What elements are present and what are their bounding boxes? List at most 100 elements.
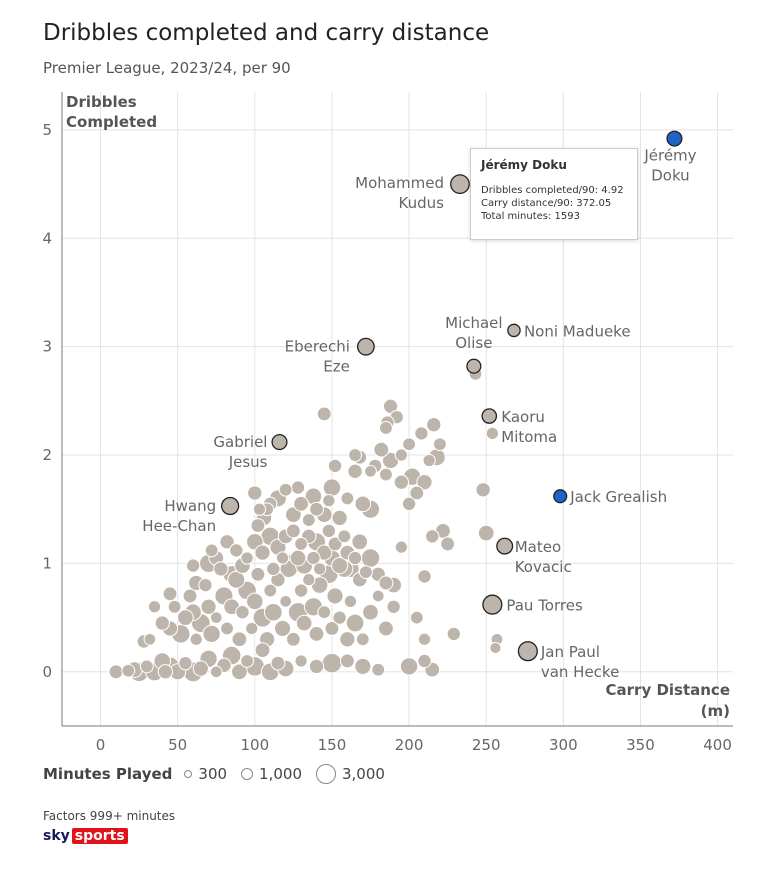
player-tooltip: Jérémy Doku Dribbles completed/90: 4.92 … [470,148,638,240]
player-label: Jesus [228,453,268,471]
legend-title: Minutes Played [43,765,173,783]
data-point [371,589,385,603]
player-label: Hwang [164,497,216,515]
data-point [409,485,425,501]
player-label: Mohammed [355,174,444,192]
data-point [399,657,419,676]
data-point [312,562,327,576]
data-point [240,654,255,668]
highlighted-point [517,641,538,662]
data-point [220,621,234,636]
data-point [371,662,386,677]
y-tick-label: 0 [42,663,52,681]
data-point [345,613,365,633]
data-point [308,658,325,675]
data-point [355,632,370,647]
data-point [275,551,290,565]
legend-label-medium: 1,000 [259,765,302,783]
data-point [378,575,394,591]
data-point [182,588,198,604]
player-label: Kaoru [501,408,545,426]
data-point [198,577,213,593]
data-point [162,586,178,602]
data-point [177,609,194,626]
x-tick-label: 0 [96,736,106,754]
data-point [202,624,221,644]
data-point [192,660,209,677]
data-point [324,621,340,636]
data-point [316,406,332,422]
data-point [295,614,313,632]
points-layer [108,366,504,683]
player-label: Kovacic [515,558,572,576]
highlighted-point [496,537,514,555]
data-point [409,610,424,625]
data-point [317,605,332,620]
highlighted-point [271,434,288,451]
player-label: Michael [445,314,502,332]
highlighted-point [450,174,470,195]
data-point [108,664,124,680]
highlighted-point [466,358,482,374]
data-point [426,417,442,433]
data-point [147,600,162,614]
data-point [331,509,348,527]
data-point [485,426,500,441]
data-point [433,437,447,452]
data-point [290,480,306,495]
data-point [364,464,377,478]
data-point [386,599,401,614]
data-point [379,467,393,482]
data-point [235,605,250,620]
data-point [178,655,193,671]
data-point [306,550,321,566]
data-point [327,458,343,474]
data-point [394,448,408,462]
data-point [339,631,356,648]
data-point [285,523,301,539]
legend-circle-large [316,764,336,784]
player-label: Mateo [515,538,561,556]
tooltip-player-name: Jérémy Doku [481,158,567,172]
data-point [209,665,223,679]
highlighted-point [481,408,498,424]
data-point [425,529,440,544]
data-point [322,493,336,508]
data-point [154,615,170,631]
data-point [354,657,372,675]
tooltip-minutes: Total minutes: 1593 [481,211,581,222]
legend-label-small: 300 [198,765,228,783]
highlighted-point [482,594,503,615]
y-axis-title-line2: Completed [66,113,157,131]
data-point [254,642,271,659]
data-point [213,561,229,577]
sky-sports-logo: sky sports [43,828,128,844]
data-point [322,478,342,497]
data-point [440,536,456,552]
data-point [200,598,217,615]
data-point [231,663,248,681]
data-point [247,485,263,501]
data-point [204,543,219,558]
data-point [358,565,373,580]
y-tick-label: 1 [42,554,52,572]
data-point [393,474,410,490]
highlighted-point [553,489,568,504]
chart-subtitle: Premier League, 2023/24, per 90 [43,59,291,77]
player-label: Doku [651,167,689,185]
player-label: Olise [455,334,492,352]
data-point [321,652,343,674]
data-point [362,603,379,621]
data-point [401,496,417,511]
data-point [360,548,381,568]
data-point [143,632,157,646]
x-tick-label: 300 [549,736,578,754]
data-point [252,502,267,516]
data-point [294,537,309,551]
data-point [321,523,337,539]
data-point [417,653,432,669]
data-point [302,573,316,587]
data-point [240,551,254,565]
